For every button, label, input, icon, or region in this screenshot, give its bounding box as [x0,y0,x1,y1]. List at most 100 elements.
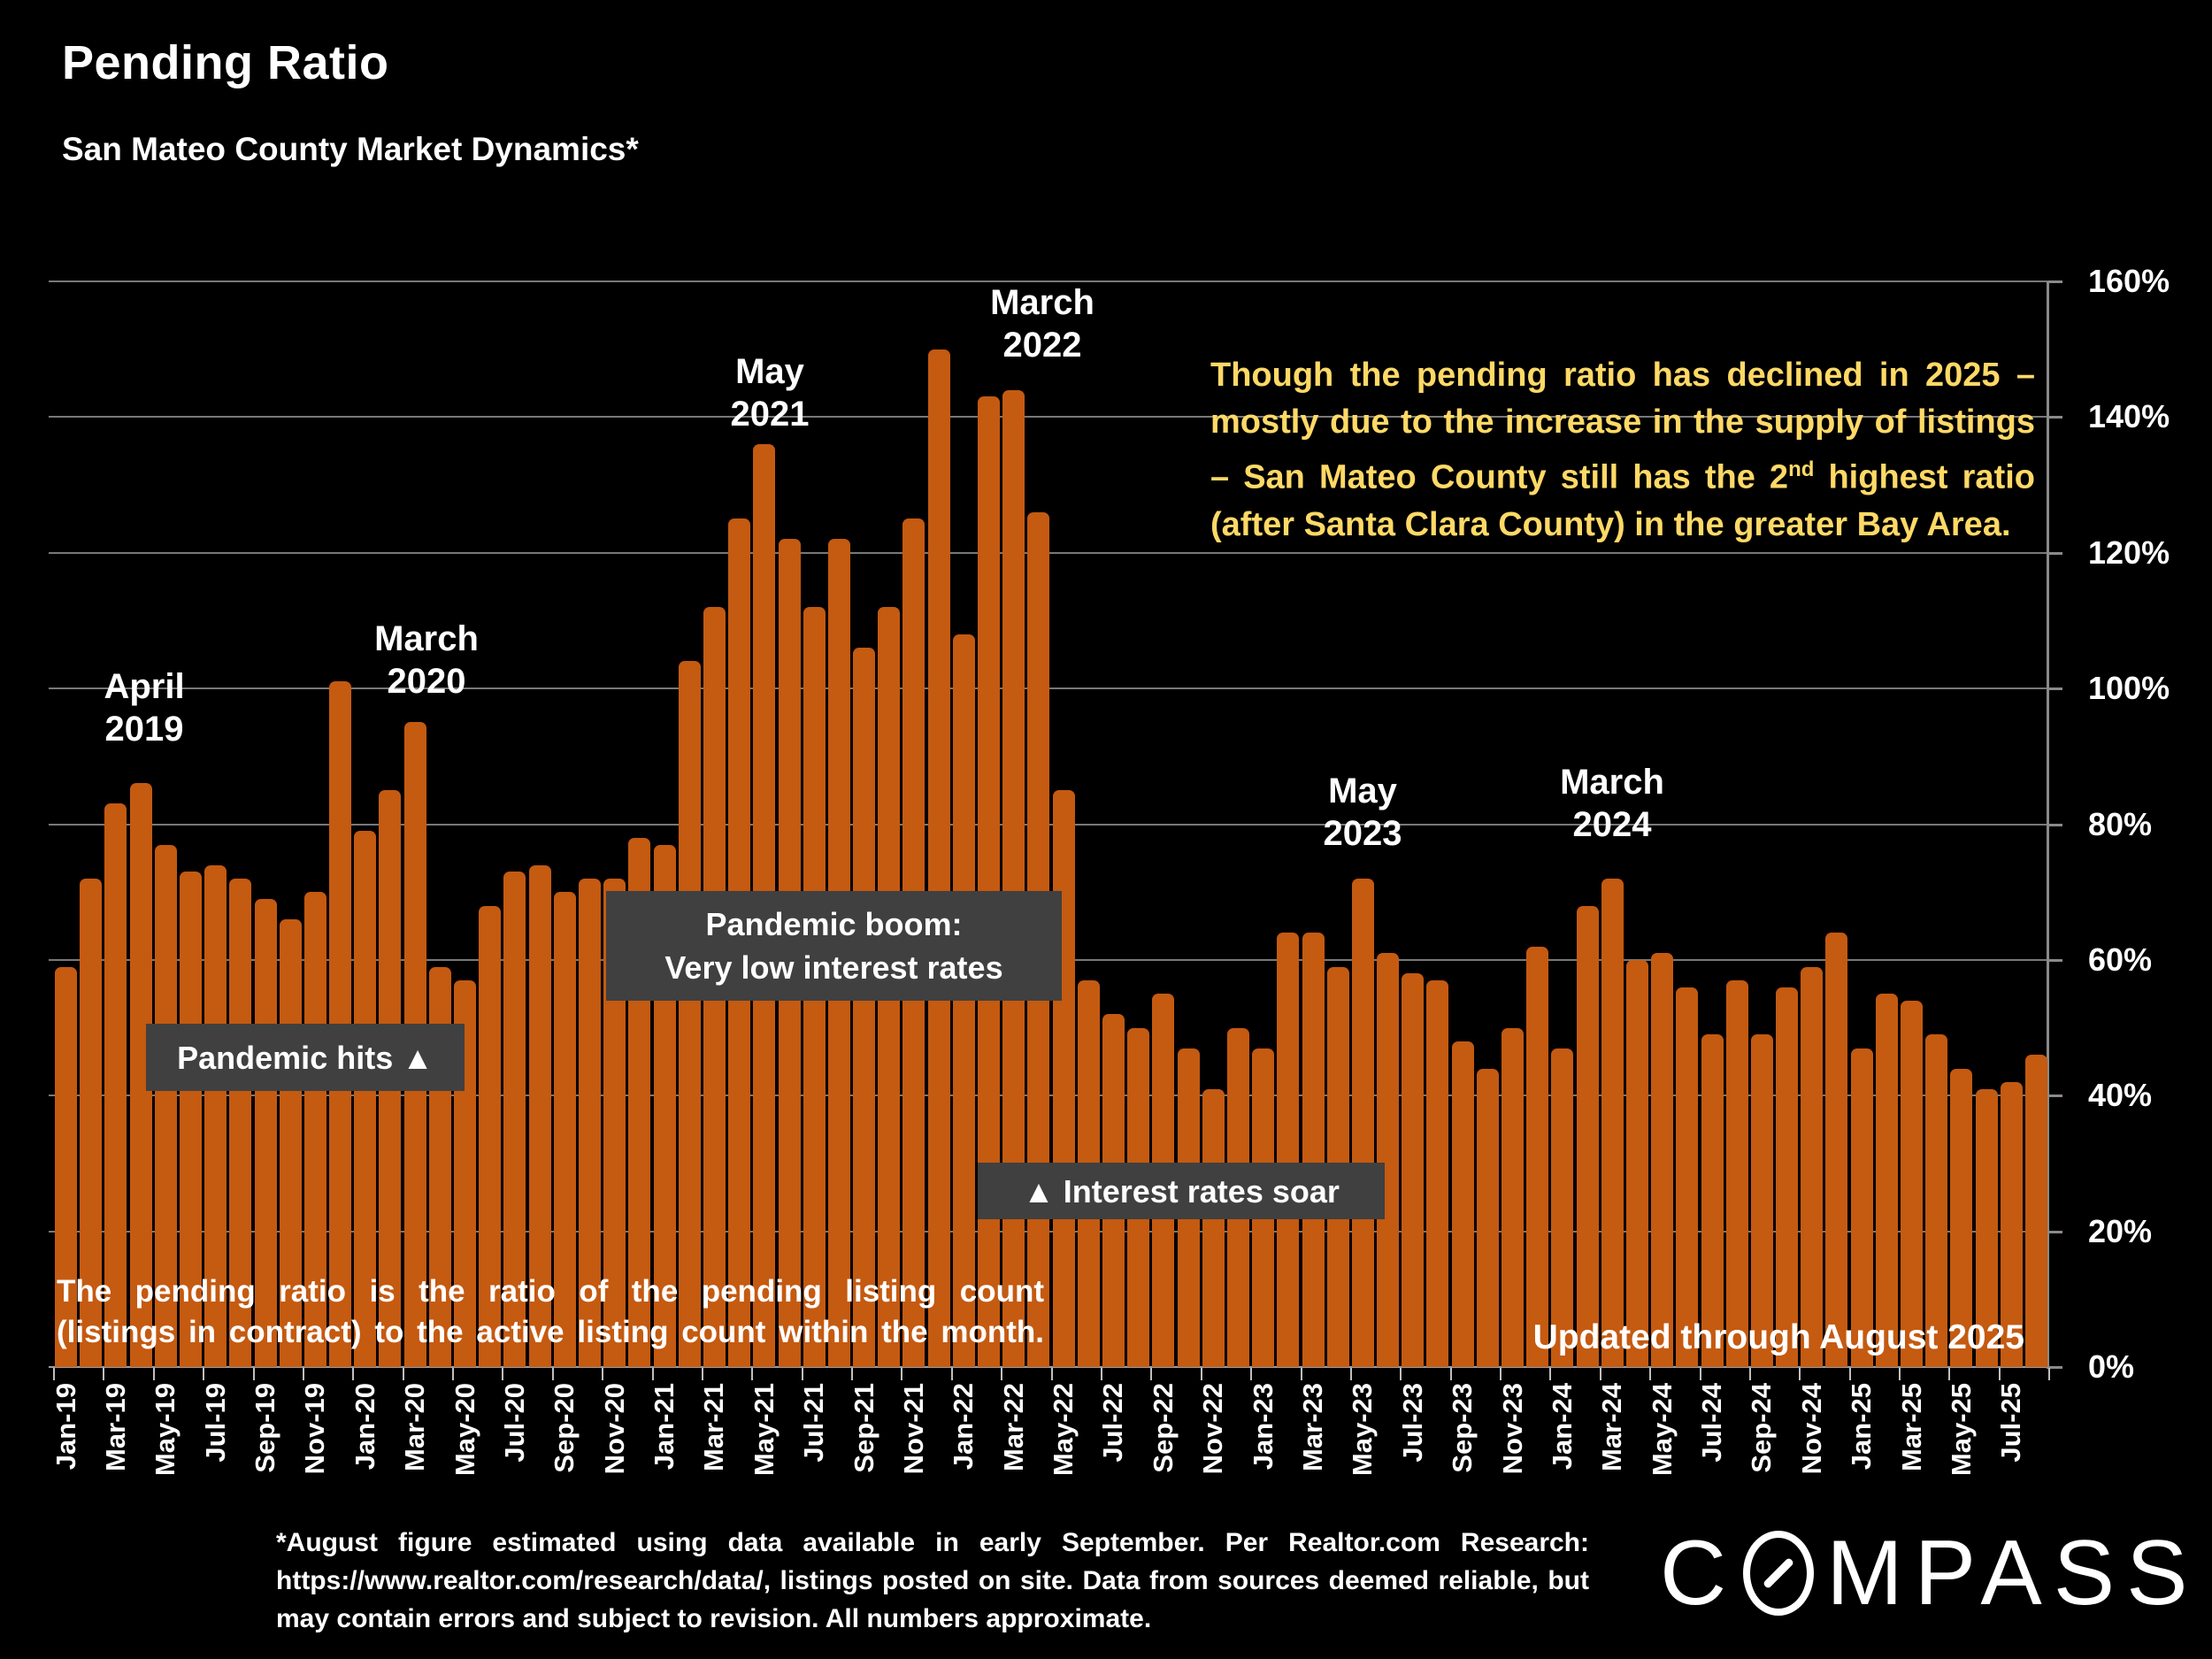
bar-Mar-23 [1302,933,1325,1367]
y-tick-label-120%: 120% [2088,534,2170,571]
x-tick-label-Mar-23: Mar-23 [1297,1383,1328,1471]
x-tick-32 [851,1368,854,1380]
bar-May-23 [1351,878,1374,1367]
gridline-160 [49,280,2048,282]
x-tick-34 [901,1368,903,1380]
bar-May-25 [1950,1068,1973,1367]
bar-Mar-24 [1601,878,1624,1367]
x-tick-label-Mar-24: Mar-24 [1596,1383,1628,1471]
bar-Aug-23 [1426,979,1449,1367]
y-tick-label-140%: 140% [2088,398,2170,435]
x-tick-label-Jan-21: Jan-21 [649,1383,680,1471]
annotation-line: March [1560,763,1664,802]
x-tick-48 [1250,1368,1253,1380]
compass-needle-icon [1743,1531,1815,1616]
y-tick-80% [2048,823,2062,826]
x-tick-label-Jul-19: Jul-19 [199,1383,231,1463]
y-tick-40% [2048,1094,2062,1098]
x-tick-label-Jan-24: Jan-24 [1546,1383,1578,1471]
annotation-April-2019: April 2019 [104,665,184,750]
x-tick-label-Sep-22: Sep-22 [1147,1383,1179,1473]
annotation-line: April [104,667,185,706]
annotation-line: March [374,619,479,658]
callout-pandemic-hits-text: Pandemic hits ▲ [177,1039,434,1076]
bar-Aug-24 [1725,979,1748,1367]
x-tick-0 [53,1368,55,1380]
x-tick-label-Jul-23: Jul-23 [1396,1383,1428,1463]
bar-Oct-19 [279,918,302,1367]
x-tick-18 [502,1368,504,1380]
bar-Feb-22 [978,396,1001,1367]
x-tick-56 [1449,1368,1452,1380]
bar-May-22 [1052,790,1075,1367]
x-tick-label-Mar-25: Mar-25 [1895,1383,1927,1471]
x-tick-label-Sep-20: Sep-20 [549,1383,580,1473]
y-tick-160% [2048,280,2062,283]
y-tick-label-80%: 80% [2088,805,2153,842]
x-tick-74 [1899,1368,1901,1380]
bar-Jun-23 [1377,953,1400,1367]
x-tick-8 [252,1368,255,1380]
x-tick-70 [1799,1368,1801,1380]
insight-superscript: nd [1788,457,1815,481]
x-tick-label-May-19: May-19 [150,1383,181,1477]
y-tick-60% [2048,958,2062,962]
x-tick-28 [751,1368,754,1380]
bar-Jan-19 [55,966,77,1367]
bar-Jul-20 [503,872,526,1367]
bar-Feb-23 [1277,933,1300,1367]
bar-Jun-20 [479,905,502,1367]
bar-Jan-25 [1850,1048,1873,1367]
x-tick-label-May-22: May-22 [1048,1383,1079,1477]
bar-Jun-19 [179,872,202,1367]
x-tick-72 [1848,1368,1851,1380]
bar-Apr-24 [1625,959,1648,1367]
bar-May-19 [154,844,177,1367]
x-tick-46 [1200,1368,1202,1380]
x-tick-label-May-24: May-24 [1646,1383,1678,1477]
page-title: Pending Ratio [62,36,389,89]
annotation-line: 2019 [104,710,184,749]
bar-Jul-19 [204,864,227,1367]
bar-Dec-21 [927,349,950,1367]
bar-Aug-25 [2025,1055,2047,1367]
bar-Nov-22 [1202,1088,1225,1367]
callout-pandemic-boom: Pandemic boom: Very low interest rates [606,891,1062,1001]
x-tick-label-Nov-24: Nov-24 [1795,1383,1827,1475]
compass-logo: C MPASS [1660,1527,2200,1619]
x-tick-label-Jul-24: Jul-24 [1696,1383,1728,1463]
callout-pandemic-boom-line2: Very low interest rates [664,949,1003,986]
bar-Feb-19 [80,878,103,1367]
bar-Mar-19 [104,803,127,1367]
x-tick-26 [701,1368,703,1380]
bar-Sep-19 [254,898,277,1367]
bar-Feb-25 [1875,994,1898,1367]
annotation-line: May [1328,772,1397,810]
callout-pandemic-hits: Pandemic hits ▲ [146,1024,465,1091]
x-tick-label-Jan-23: Jan-23 [1247,1383,1279,1471]
x-tick-label-Jan-19: Jan-19 [50,1383,81,1471]
x-tick-label-Jul-20: Jul-20 [498,1383,530,1463]
insight-paragraph: Though the pending ratio has declined in… [1210,352,2035,549]
x-tick-30 [801,1368,803,1380]
bar-Oct-20 [578,878,601,1367]
x-tick-60 [1549,1368,1552,1380]
x-tick-label-Jul-22: Jul-22 [1097,1383,1129,1463]
insight-part2: highest ratio (after Santa Clara County)… [1210,458,2035,543]
definition-caption-line2: (listings in contract) to the active lis… [57,1315,1044,1349]
page-subtitle: San Mateo County Market Dynamics* [62,131,639,167]
bar-Sep-24 [1750,1034,1773,1367]
x-tick-label-Mar-22: Mar-22 [997,1383,1029,1471]
x-tick-label-Jul-21: Jul-21 [798,1383,830,1463]
annotation-March-2020: March 2020 [374,618,479,703]
x-tick-42 [1100,1368,1102,1380]
bar-Oct-24 [1776,987,1799,1367]
bar-Feb-24 [1576,905,1599,1367]
x-tick-2 [103,1368,105,1380]
compass-logo-mpass: MPASS [1826,1522,2200,1624]
bar-Dec-23 [1526,946,1549,1367]
bar-Apr-25 [1925,1034,1948,1367]
annotation-March-2022: March 2022 [990,281,1094,366]
annotation-March-2024: March 2024 [1560,761,1664,846]
x-tick-label-Sep-23: Sep-23 [1447,1383,1479,1473]
